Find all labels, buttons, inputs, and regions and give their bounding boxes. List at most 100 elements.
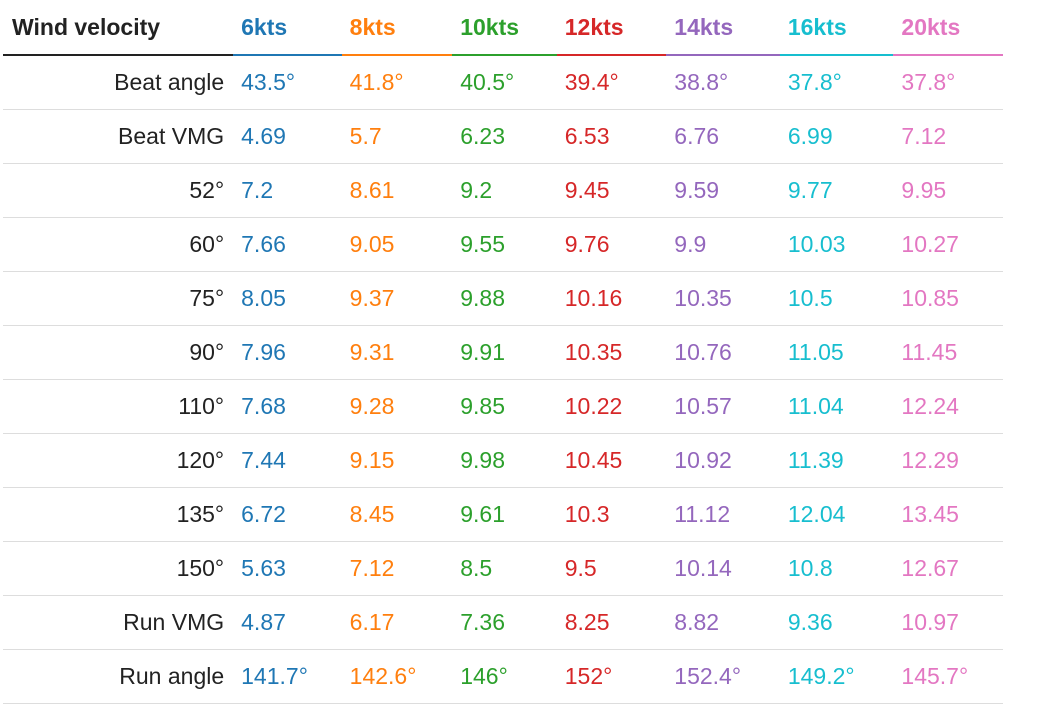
table-row: 60° 7.66 9.05 9.55 9.76 9.9 10.03 10.27 (3, 217, 1003, 272)
table-cell: 12.67 (893, 541, 1003, 596)
table-cell: 9.15 (341, 433, 453, 488)
table-cell: 9.88 (452, 271, 557, 326)
table-row: Beat VMG 4.69 5.7 6.23 6.53 6.76 6.99 7.12 (3, 109, 1003, 164)
table-cell: 9.37 (341, 271, 453, 326)
table-cell: 9.77 (779, 163, 894, 218)
column-header-6kts: 6kts (233, 0, 342, 56)
table-cell: 8.45 (341, 487, 453, 542)
table-cell: 8.82 (666, 595, 780, 650)
wind-velocity-header: Wind velocity (3, 0, 234, 56)
table-cell: 6.23 (452, 109, 557, 164)
table-cell: 12.24 (893, 379, 1003, 434)
table-cell: 11.39 (779, 433, 894, 488)
table-cell: 9.5 (556, 541, 667, 596)
table-row: 135° 6.72 8.45 9.61 10.3 11.12 12.04 13.45 (3, 487, 1003, 542)
table-cell: 146° (452, 649, 557, 704)
table-cell: 10.97 (893, 595, 1003, 650)
table-cell: 9.98 (452, 433, 557, 488)
table-row: 75° 8.05 9.37 9.88 10.16 10.35 10.5 10.85 (3, 271, 1003, 326)
table-cell: 9.31 (341, 325, 453, 380)
table-cell: 9.61 (452, 487, 557, 542)
table-body: Beat angle 43.5° 41.8° 40.5° 39.4° 38.8° 37.8°… (3, 55, 1003, 704)
table-cell: 4.87 (233, 595, 342, 650)
table-cell: 141.7° (233, 649, 342, 704)
table-cell: 7.12 (893, 109, 1003, 164)
table-row: Beat angle 43.5° 41.8° 40.5° 39.4° 38.8° 37.8°… (3, 55, 1003, 110)
table-cell: 9.9 (666, 217, 780, 272)
table-cell: 152° (556, 649, 667, 704)
row-label: Beat angle (3, 55, 234, 110)
table-cell: 9.55 (452, 217, 557, 272)
table-cell: 10.45 (556, 433, 667, 488)
table-header: Wind velocity 6kts 8kts 10kts 12kts 14kts 16k… (3, 0, 1003, 56)
table-row: Run VMG 4.87 6.17 7.36 8.25 8.82 9.36 10.97 (3, 595, 1003, 650)
table-cell: 10.16 (556, 271, 667, 326)
table-cell: 8.25 (556, 595, 667, 650)
table-cell: 6.72 (233, 487, 342, 542)
table-row: 110° 7.68 9.28 9.85 10.22 10.57 11.04 12.24 (3, 379, 1003, 434)
table-cell: 38.8° (666, 55, 780, 110)
row-label: 75° (3, 271, 234, 326)
table-cell: 6.17 (341, 595, 453, 650)
row-label: Beat VMG (3, 109, 234, 164)
table-cell: 10.14 (666, 541, 780, 596)
table-cell: 9.76 (556, 217, 667, 272)
table-row: 150° 5.63 7.12 8.5 9.5 10.14 10.8 12.67 (3, 541, 1003, 596)
table-cell: 7.36 (452, 595, 557, 650)
table-cell: 7.44 (233, 433, 342, 488)
table-cell: 7.66 (233, 217, 342, 272)
table-row: Run angle 141.7° 142.6° 146° 152° 152.4° 149.2… (3, 649, 1003, 704)
table-cell: 8.5 (452, 541, 557, 596)
table-cell: 9.59 (666, 163, 780, 218)
header-row: Wind velocity 6kts 8kts 10kts 12kts 14kts 16k… (3, 0, 1003, 56)
table-cell: 10.57 (666, 379, 780, 434)
table-cell: 8.61 (341, 163, 453, 218)
table-cell: 43.5° (233, 55, 342, 110)
column-header-8kts: 8kts (341, 0, 453, 56)
table-cell: 142.6° (341, 649, 453, 704)
table-cell: 9.95 (893, 163, 1003, 218)
table-cell: 10.92 (666, 433, 780, 488)
table-cell: 145.7° (893, 649, 1003, 704)
column-header-12kts: 12kts (556, 0, 667, 56)
table-cell: 9.28 (341, 379, 453, 434)
row-label: Run VMG (3, 595, 234, 650)
table-cell: 11.45 (893, 325, 1003, 380)
table-cell: 149.2° (779, 649, 894, 704)
table-cell: 11.04 (779, 379, 894, 434)
table-cell: 4.69 (233, 109, 342, 164)
column-header-20kts: 20kts (893, 0, 1003, 56)
table-cell: 10.8 (779, 541, 894, 596)
table-cell: 10.22 (556, 379, 667, 434)
table-cell: 10.76 (666, 325, 780, 380)
table-cell: 7.12 (341, 541, 453, 596)
table-cell: 9.91 (452, 325, 557, 380)
row-label: 60° (3, 217, 234, 272)
row-label: 135° (3, 487, 234, 542)
table-cell: 5.63 (233, 541, 342, 596)
table-cell: 37.8° (779, 55, 894, 110)
table-cell: 7.68 (233, 379, 342, 434)
table-cell: 10.35 (556, 325, 667, 380)
table-cell: 12.04 (779, 487, 894, 542)
table-cell: 10.5 (779, 271, 894, 326)
table-row: 120° 7.44 9.15 9.98 10.45 10.92 11.39 12.29 (3, 433, 1003, 488)
table-cell: 40.5° (452, 55, 557, 110)
row-label: 90° (3, 325, 234, 380)
table-cell: 6.76 (666, 109, 780, 164)
table-cell: 6.99 (779, 109, 894, 164)
column-header-16kts: 16kts (779, 0, 894, 56)
table-cell: 8.05 (233, 271, 342, 326)
column-header-10kts: 10kts (452, 0, 557, 56)
table-cell: 41.8° (341, 55, 453, 110)
column-header-14kts: 14kts (666, 0, 780, 56)
table-cell: 10.85 (893, 271, 1003, 326)
table-cell: 12.29 (893, 433, 1003, 488)
row-label: 120° (3, 433, 234, 488)
row-label: 110° (3, 379, 234, 434)
table-cell: 11.12 (666, 487, 780, 542)
polar-table: Wind velocity 6kts 8kts 10kts 12kts 14kts 16k… (3, 0, 1003, 704)
table-cell: 9.85 (452, 379, 557, 434)
table-row: 52° 7.2 8.61 9.2 9.45 9.59 9.77 9.95 (3, 163, 1003, 218)
table-cell: 9.36 (779, 595, 894, 650)
